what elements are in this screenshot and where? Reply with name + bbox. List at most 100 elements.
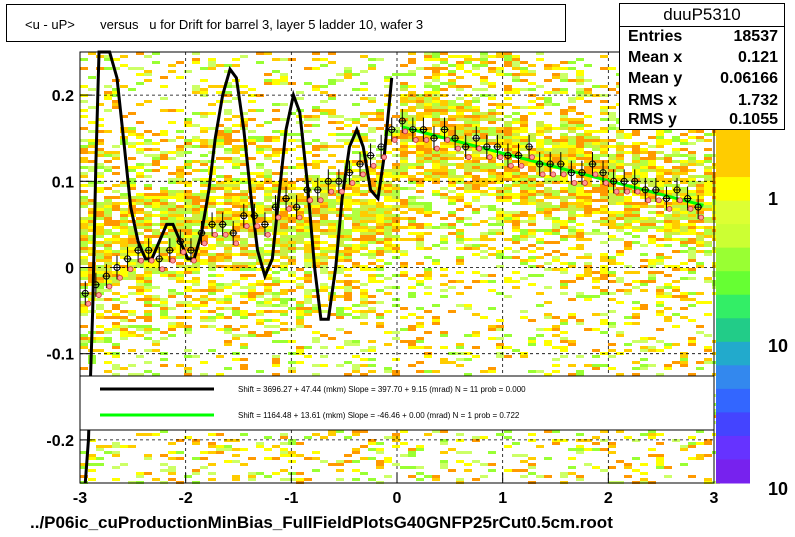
data-point: [515, 151, 523, 159]
color-scale-cell: [716, 271, 750, 296]
data-point: [567, 169, 575, 177]
data-point: [472, 134, 480, 142]
data-point-secondary: [328, 188, 335, 195]
data-point: [166, 246, 174, 254]
data-point: [145, 246, 153, 254]
data-point: [610, 177, 618, 185]
data-point: [525, 143, 533, 151]
data-point: [641, 186, 649, 194]
data-point: [398, 117, 406, 125]
data-point-secondary: [476, 145, 483, 152]
data-point: [504, 151, 512, 159]
data-point-secondary: [169, 257, 176, 264]
color-scale-cell: [716, 365, 750, 390]
data-point: [441, 126, 449, 134]
data-point: [462, 143, 470, 151]
data-point: [367, 151, 375, 159]
x-tick-label: -1: [284, 490, 298, 507]
data-point: [187, 246, 195, 254]
data-point-secondary: [571, 180, 578, 186]
data-point: [345, 169, 353, 177]
axes: -3 -2 -1 0 1 2 3 -0.2 -0.1 0 0.1 0.2: [46, 88, 718, 507]
x-tick-label: 3: [710, 490, 719, 507]
data-point: [261, 220, 269, 228]
fit-legend: Shift = 3696.27 + 47.44 (mkm) Slope = 39…: [79, 375, 715, 431]
data-point: [113, 264, 121, 271]
y-tick-label: -0.1: [46, 347, 74, 364]
data-point: [102, 272, 110, 280]
x-tick-label: 2: [604, 490, 613, 507]
data-point: [314, 186, 322, 194]
color-scale-bar: 1 10 10: [716, 130, 788, 499]
data-point-secondary: [127, 266, 134, 273]
data-point: [293, 203, 301, 211]
data-point-secondary: [191, 257, 197, 264]
data-point-secondary: [349, 180, 356, 186]
data-point: [620, 177, 628, 185]
data-point-secondary: [201, 240, 208, 247]
data-point: [684, 195, 692, 203]
stats-value: 0.06166: [720, 70, 778, 87]
data-point-secondary: [423, 137, 430, 143]
color-scale-label: 10: [768, 479, 788, 499]
color-scale-cell: [716, 177, 750, 202]
stats-box: duuP5310 Entries 18537 Mean x 0.121 Mean…: [619, 3, 785, 130]
data-point: [81, 289, 89, 297]
data-point-secondary: [307, 197, 314, 204]
data-point-secondary: [243, 223, 250, 230]
data-point-secondary: [444, 137, 451, 143]
data-point: [694, 203, 702, 211]
profile-points: [81, 108, 705, 307]
data-point-secondary: [666, 205, 673, 212]
data-point-secondary: [233, 240, 240, 247]
data-point-secondary: [286, 205, 292, 212]
data-point: [430, 134, 438, 142]
fit-curve: [83, 50, 394, 484]
data-point-secondary: [497, 154, 504, 161]
data-point: [493, 143, 501, 151]
data-point-secondary: [508, 162, 514, 169]
data-point-secondary: [560, 171, 567, 178]
file-path-label: ../P06ic_cuProductionMinBias_FullFieldPl…: [30, 513, 613, 532]
data-point: [536, 160, 544, 168]
color-scale-cell: [716, 247, 750, 272]
data-point: [631, 177, 639, 185]
data-point: [92, 281, 100, 289]
data-point-secondary: [254, 223, 261, 230]
color-scale-cell: [716, 412, 750, 437]
data-point-secondary: [275, 214, 282, 221]
data-point: [377, 143, 385, 151]
color-scale-cell: [716, 224, 750, 249]
data-point: [124, 255, 132, 263]
data-point-secondary: [106, 283, 113, 290]
x-tick-label: -2: [179, 490, 193, 507]
color-scale-cell: [716, 294, 750, 319]
data-point: [483, 143, 491, 151]
color-scale-label: 10: [768, 336, 788, 356]
x-tick-label: -3: [73, 490, 87, 507]
data-point: [335, 177, 343, 185]
data-point-secondary: [117, 274, 123, 281]
data-point-secondary: [655, 197, 662, 204]
data-point-secondary: [455, 145, 462, 152]
data-point-secondary: [317, 197, 324, 204]
color-scale-cell: [716, 130, 750, 155]
stats-row-mean-y: Mean y 0.06166: [628, 70, 778, 91]
stats-value: 18537: [733, 28, 779, 45]
data-point: [303, 186, 311, 194]
data-point-secondary: [698, 214, 705, 221]
data-point-secondary: [592, 171, 599, 178]
data-point-secondary: [645, 197, 652, 204]
data-point: [578, 169, 586, 177]
chart-title: <u - uP> versus u for Drift for barrel 3…: [25, 17, 424, 32]
data-point-secondary: [222, 231, 229, 238]
data-point: [546, 160, 554, 168]
color-scale-cell: [716, 435, 750, 460]
stats-name: duuP5310: [620, 4, 784, 27]
data-point: [588, 160, 596, 168]
color-scale-cell: [716, 388, 750, 413]
stats-label: Entries: [628, 28, 683, 45]
color-scale-cell: [716, 341, 750, 366]
data-point: [219, 220, 227, 228]
data-point-secondary: [212, 231, 218, 238]
